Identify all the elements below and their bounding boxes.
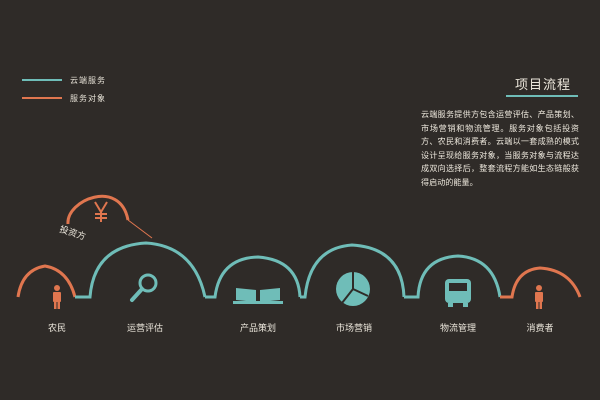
investor-arc bbox=[66, 194, 130, 225]
yen-icon bbox=[94, 201, 108, 222]
farmer-arc bbox=[16, 264, 77, 298]
title-underline bbox=[506, 95, 578, 97]
legend: 云端服务 服务对象 bbox=[22, 72, 106, 108]
logistics-arc bbox=[404, 254, 502, 299]
legend-item-client: 服务对象 bbox=[22, 90, 106, 106]
person-icon bbox=[53, 285, 61, 309]
legend-item-service: 云端服务 bbox=[22, 72, 106, 88]
consumer-arc bbox=[500, 266, 582, 299]
node-label-operations: 运营评估 bbox=[126, 324, 164, 334]
node-label-marketing: 市场营销 bbox=[335, 324, 373, 334]
person-icon bbox=[535, 285, 543, 309]
planning-arc bbox=[205, 255, 302, 299]
investor-connector bbox=[127, 219, 153, 239]
operations-arc bbox=[75, 241, 207, 299]
legend-swatch-service bbox=[22, 79, 62, 81]
truck-icon bbox=[445, 279, 471, 307]
marketing-arc bbox=[300, 243, 406, 299]
magnifier-icon bbox=[130, 273, 158, 302]
node-label-planning: 产品策划 bbox=[239, 324, 277, 334]
legend-label-service: 云端服务 bbox=[70, 75, 106, 85]
node-label-logistics: 物流管理 bbox=[439, 324, 477, 334]
open-book-icon bbox=[233, 288, 283, 304]
diagram-title: 项目流程 bbox=[515, 78, 572, 93]
description-text: 云端服务提供方包含运营评估、产品策划、市场营销和物流管理。服务对象包括投资方、农… bbox=[421, 109, 579, 187]
legend-swatch-client bbox=[22, 97, 62, 99]
legend-label-client: 服务对象 bbox=[70, 93, 106, 103]
node-label-farmer: 农民 bbox=[47, 324, 67, 334]
node-label-consumer: 消费者 bbox=[526, 324, 554, 334]
pie-chart-icon bbox=[336, 272, 370, 306]
